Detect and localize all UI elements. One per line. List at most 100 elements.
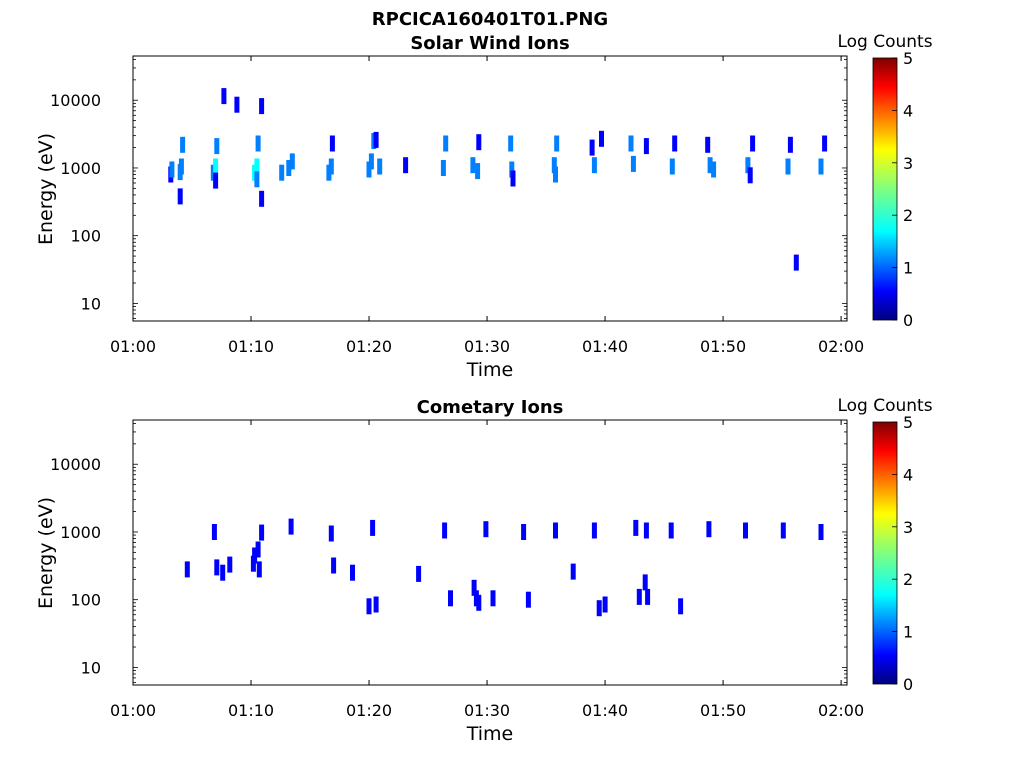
data-cell — [476, 594, 482, 611]
data-cell — [509, 161, 515, 178]
data-cell — [822, 135, 828, 152]
colorbar-tick-label: 5 — [903, 413, 913, 432]
data-cell — [633, 519, 639, 536]
data-cell — [599, 130, 604, 147]
data-cell — [169, 161, 175, 178]
data-cell — [793, 254, 799, 271]
data-cell — [750, 135, 756, 152]
data-cell — [370, 519, 376, 536]
data-cell — [259, 98, 265, 115]
data-cell — [589, 139, 595, 156]
data-cell — [329, 135, 335, 152]
data-cell — [254, 171, 260, 188]
x-axis-ticks: 01:00 01:10 01:20 01:30 01:40 01:50 02:00 — [110, 420, 864, 720]
data-cell — [288, 518, 294, 535]
colorbar-tick-label: 1 — [903, 259, 913, 278]
data-cell — [178, 158, 184, 175]
y-tick-label: 10000 — [50, 455, 101, 474]
plot-area — [132, 55, 848, 322]
data-cell — [368, 153, 374, 170]
data-cell — [471, 579, 477, 596]
x-tick-label: 01:20 — [346, 337, 392, 356]
data-cell — [643, 138, 649, 155]
data-cell — [508, 135, 514, 152]
data-cell — [747, 167, 753, 184]
data-cell — [184, 561, 190, 578]
plot-area — [132, 419, 848, 686]
colorbar — [872, 421, 898, 685]
data-cell — [669, 158, 675, 175]
data-cell — [286, 160, 292, 176]
data-cell — [373, 596, 379, 613]
x-tick-label: 01:50 — [700, 337, 746, 356]
data-cell — [252, 547, 258, 564]
data-cell — [227, 556, 233, 573]
data-cell — [177, 188, 183, 205]
data-cell — [672, 135, 678, 152]
data-cell — [448, 590, 453, 607]
data-cell — [289, 153, 295, 170]
colorbar-tick-label: 0 — [903, 311, 913, 330]
data-cell — [525, 591, 531, 608]
y-axis-label: Energy (eV) — [35, 133, 57, 245]
colorbar-tick-label: 5 — [903, 49, 913, 68]
y-tick-label: 100 — [70, 227, 101, 246]
x-tick-label: 01:40 — [582, 337, 628, 356]
x-tick-label: 01:40 — [582, 701, 628, 720]
data-cell — [553, 166, 558, 183]
data-cell — [510, 170, 516, 187]
data-cell — [214, 559, 220, 576]
y-tick-label: 1000 — [60, 159, 101, 178]
x-axis-label: Time — [466, 723, 514, 745]
x-tick-label: 01:00 — [110, 701, 156, 720]
panel-title: Cometary Ions — [417, 397, 564, 418]
data-cell — [220, 564, 226, 581]
data-cell — [234, 96, 240, 113]
x-tick-label: 01:30 — [464, 701, 510, 720]
data-cell — [213, 172, 219, 189]
data-cell — [328, 158, 334, 175]
data-cell — [642, 574, 648, 591]
data-cell — [678, 598, 684, 615]
data-cell — [331, 557, 337, 574]
data-cell — [328, 525, 334, 542]
data-cell — [596, 600, 602, 617]
colorbar-tick-label: 4 — [903, 101, 913, 120]
data-cell — [570, 563, 576, 580]
data-cell — [221, 88, 227, 105]
colorbar-tick-label: 1 — [903, 623, 913, 642]
data-cell — [551, 157, 557, 174]
data-cell — [818, 158, 824, 175]
y-tick-label: 10000 — [50, 91, 101, 110]
data-cell — [706, 521, 712, 538]
data-cell — [440, 160, 446, 176]
data-cell — [745, 157, 751, 174]
data-cell — [476, 134, 482, 151]
data-cell — [259, 524, 265, 541]
data-cell — [213, 158, 219, 175]
x-tick-label: 01:20 — [346, 701, 392, 720]
y-axis-ticks: 10 100 1000 10000 — [50, 423, 847, 683]
colorbar-label: Log Counts — [837, 32, 932, 52]
data-cell — [602, 596, 608, 613]
data-cell — [668, 522, 674, 539]
data-cell — [553, 522, 558, 539]
colorbar-tick-label: 2 — [903, 570, 913, 589]
y-tick-label: 100 — [70, 591, 101, 610]
panel-title: Solar Wind Ions — [410, 33, 569, 54]
data-cell — [636, 588, 642, 605]
data-cell — [780, 522, 786, 539]
data-cell — [403, 157, 409, 174]
data-cell — [366, 598, 372, 615]
y-axis-ticks: 10 100 1000 10000 — [50, 59, 847, 319]
data-cell — [442, 522, 448, 539]
data-cell — [628, 135, 634, 152]
y-tick-label: 10 — [81, 294, 101, 313]
data-cell — [259, 190, 265, 207]
data-cell — [645, 588, 651, 605]
figure-title: RPCICA160401T01.PNG — [372, 9, 608, 30]
data-cell — [254, 158, 260, 175]
data-cell — [255, 135, 261, 152]
data-cell — [443, 135, 449, 152]
